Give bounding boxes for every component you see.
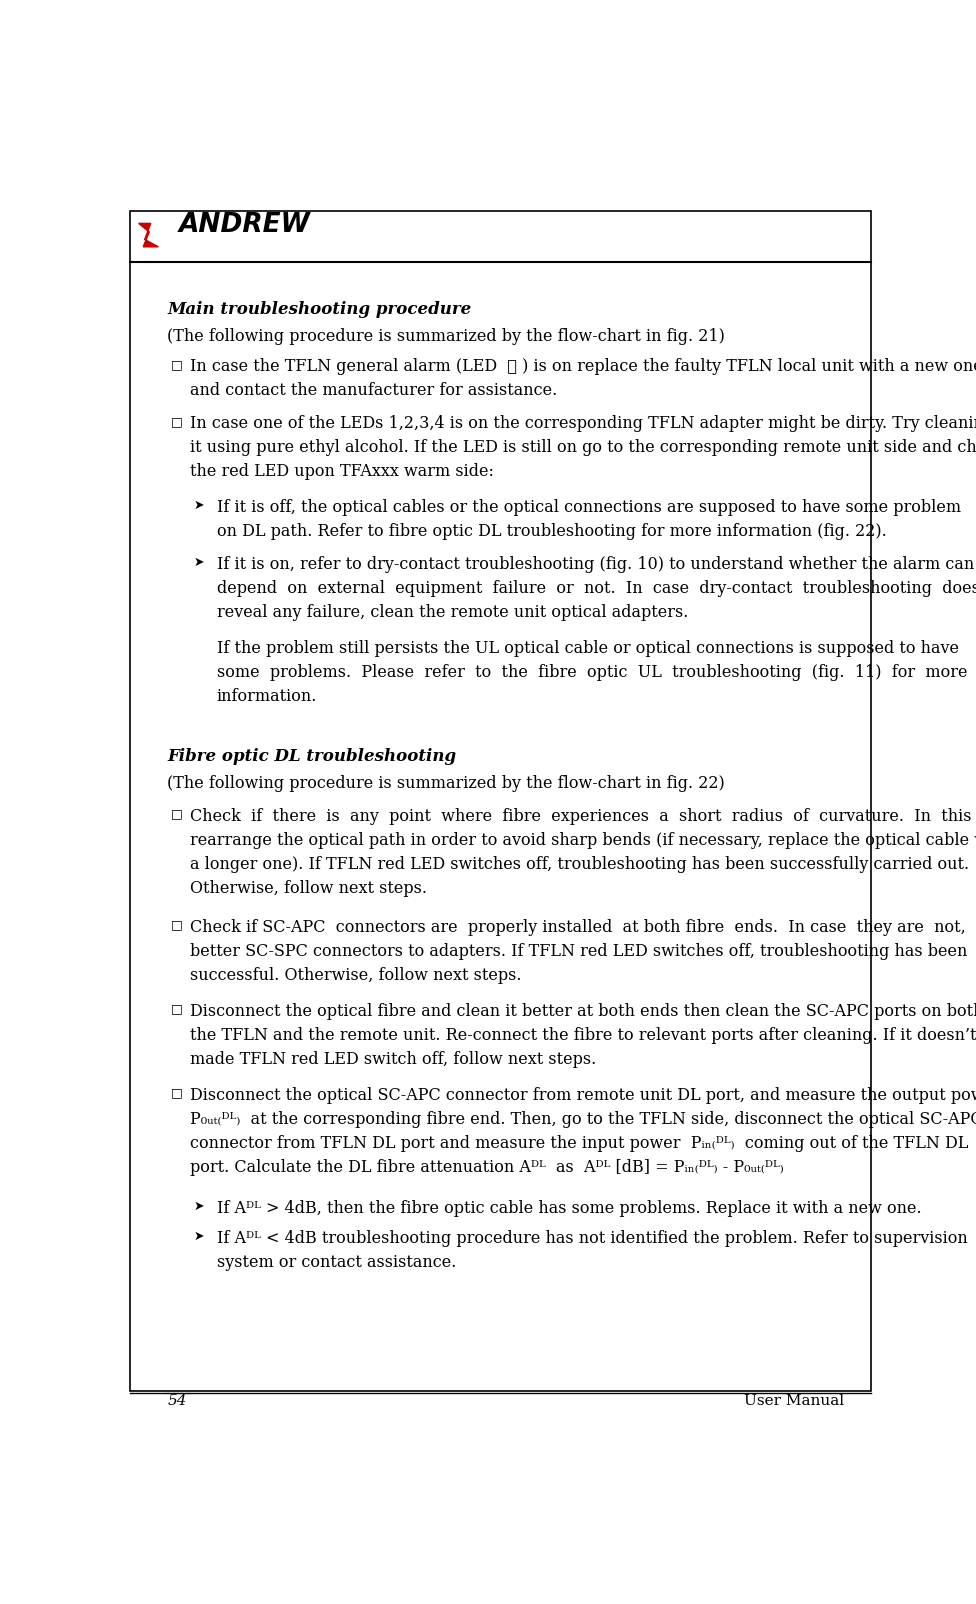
Text: ANDREW: ANDREW [179, 212, 310, 237]
Text: If Aᴰᴸ < 4dB troubleshooting procedure has not identified the problem. Refer to : If Aᴰᴸ < 4dB troubleshooting procedure h… [217, 1230, 967, 1270]
Text: Check if SC-APC  connectors are  properly installed  at both fibre  ends.  In ca: Check if SC-APC connectors are properly … [190, 919, 976, 983]
Text: If the problem still persists the UL optical cable or optical connections is sup: If the problem still persists the UL opt… [217, 640, 967, 704]
Text: □: □ [171, 1086, 183, 1100]
Text: ➤: ➤ [194, 1230, 204, 1243]
Text: In case one of the LEDs 1,2,3,4 is on the corresponding TFLN adapter might be di: In case one of the LEDs 1,2,3,4 is on th… [190, 415, 976, 480]
Text: □: □ [171, 358, 183, 371]
Text: If Aᴰᴸ > 4dB, then the fibre optic cable has some problems. Replace it with a ne: If Aᴰᴸ > 4dB, then the fibre optic cable… [217, 1200, 921, 1217]
Text: Disconnect the optical SC-APC connector from remote unit DL port, and measure th: Disconnect the optical SC-APC connector … [190, 1086, 976, 1176]
Text: Main troubleshooting procedure: Main troubleshooting procedure [168, 302, 471, 318]
Text: □: □ [171, 1002, 183, 1015]
Text: ➤: ➤ [194, 1200, 204, 1213]
Text: User Manual: User Manual [745, 1394, 844, 1408]
Text: If it is off, the optical cables or the optical connections are supposed to have: If it is off, the optical cables or the … [217, 499, 960, 541]
Polygon shape [139, 223, 158, 247]
Text: 54: 54 [168, 1394, 186, 1408]
Text: Fibre optic DL troubleshooting: Fibre optic DL troubleshooting [168, 749, 457, 765]
Text: (The following procedure is summarized by the flow-chart in fig. 22): (The following procedure is summarized b… [168, 775, 725, 792]
Text: In case the TFLN general alarm (LED  ⌝ ) is on replace the faulty TFLN local uni: In case the TFLN general alarm (LED ⌝ ) … [190, 358, 976, 399]
Text: If it is on, refer to dry-contact troubleshooting (fig. 10) to understand whethe: If it is on, refer to dry-contact troubl… [217, 555, 976, 621]
Text: □: □ [171, 919, 183, 932]
Text: (The following procedure is summarized by the flow-chart in fig. 21): (The following procedure is summarized b… [168, 329, 725, 345]
Text: Disconnect the optical fibre and clean it better at both ends then clean the SC-: Disconnect the optical fibre and clean i… [190, 1002, 976, 1068]
Text: □: □ [171, 807, 183, 821]
Text: □: □ [171, 415, 183, 428]
Text: ➤: ➤ [194, 499, 204, 512]
Text: Check  if  there  is  any  point  where  fibre  experiences  a  short  radius  o: Check if there is any point where fibre … [190, 807, 976, 897]
Text: ➤: ➤ [194, 555, 204, 568]
